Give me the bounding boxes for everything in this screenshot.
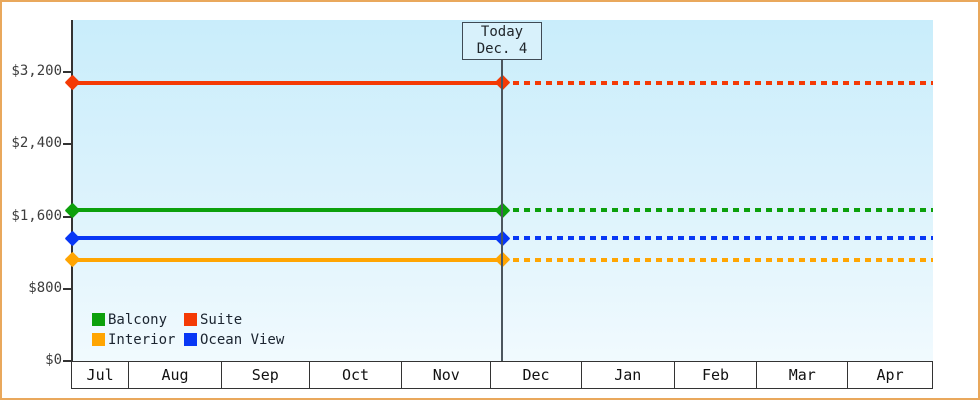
legend: Balcony Suite Interior Ocean View bbox=[92, 311, 285, 348]
legend-swatch-icon bbox=[92, 333, 105, 346]
y-axis-tick-mark bbox=[63, 71, 72, 73]
legend-label: Balcony bbox=[108, 311, 168, 328]
price-line-projected-interior bbox=[502, 257, 933, 262]
x-axis-month-jul: Jul bbox=[72, 362, 130, 388]
x-axis-month-aug: Aug bbox=[129, 362, 222, 388]
legend-label: Interior bbox=[108, 331, 176, 348]
legend-item-balcony: Balcony bbox=[92, 311, 184, 328]
y-axis-tick-label: $0 bbox=[45, 352, 62, 368]
price-line-solid-suite bbox=[72, 80, 502, 85]
y-axis-tick-mark bbox=[63, 215, 72, 218]
price-line-solid-interior bbox=[72, 257, 502, 262]
x-axis-month-band: Jul Aug Sep Oct Nov Dec Jan Feb Mar Apr bbox=[71, 361, 933, 389]
legend-swatch-icon bbox=[184, 313, 197, 326]
legend-label: Ocean View bbox=[200, 331, 285, 348]
price-line-projected-suite bbox=[502, 80, 933, 85]
legend-item-interior: Interior bbox=[92, 331, 184, 348]
legend-swatch-icon bbox=[184, 333, 197, 346]
legend-item-suite: Suite bbox=[184, 311, 284, 328]
y-axis-tick-label: $3,200 bbox=[11, 63, 62, 79]
price-line-solid-balcony bbox=[72, 208, 502, 213]
legend-label: Suite bbox=[200, 311, 243, 328]
x-axis-month-nov: Nov bbox=[402, 362, 492, 388]
y-axis-tick-mark bbox=[63, 143, 72, 146]
y-axis-tick-mark bbox=[63, 287, 72, 290]
y-axis-tick-label: $1,600 bbox=[11, 207, 62, 224]
x-axis-month-mar: Mar bbox=[757, 362, 849, 388]
today-annotation-box: Today Dec. 4 bbox=[462, 22, 542, 60]
x-axis-month-jan: Jan bbox=[582, 362, 675, 388]
price-line-projected-balcony bbox=[502, 208, 933, 213]
y-axis-tick-mark bbox=[63, 360, 72, 362]
price-line-solid-ocean-view bbox=[72, 236, 502, 241]
y-axis-tick-label: $2,400 bbox=[11, 135, 62, 152]
x-axis-month-sep: Sep bbox=[222, 362, 310, 388]
today-date-label: Dec. 4 bbox=[476, 41, 528, 57]
x-axis-month-dec: Dec bbox=[491, 362, 582, 388]
today-label: Today bbox=[480, 24, 524, 40]
x-axis-month-apr: Apr bbox=[876, 366, 904, 384]
legend-swatch-icon bbox=[92, 313, 105, 326]
x-axis-month-feb: Feb bbox=[675, 362, 758, 388]
x-axis-month-oct: Oct bbox=[310, 362, 403, 388]
today-line bbox=[501, 58, 503, 361]
legend-item-ocean-view: Ocean View bbox=[184, 331, 285, 348]
y-axis-tick-label: $800 bbox=[28, 279, 62, 296]
price-line-projected-ocean-view bbox=[502, 236, 933, 241]
